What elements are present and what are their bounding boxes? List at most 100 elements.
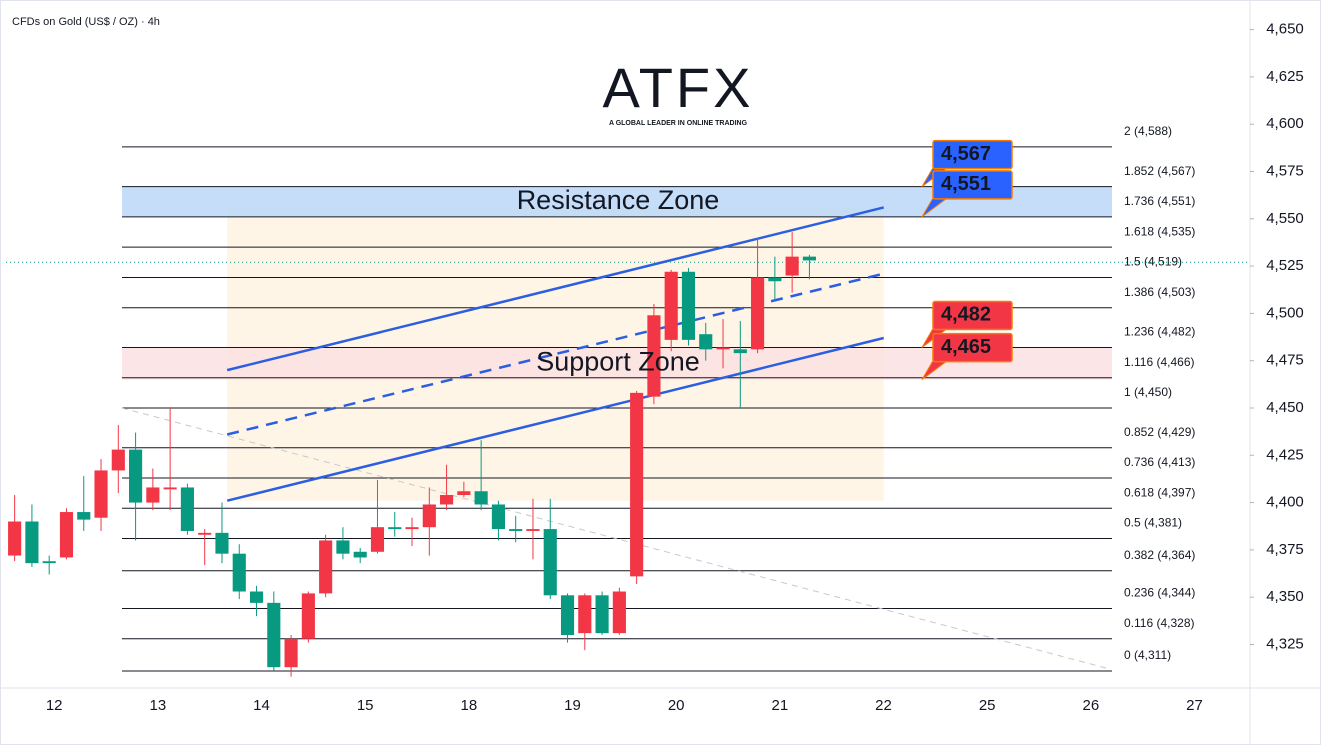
fib-label: 1.116 (4,466)	[1124, 355, 1195, 369]
x-tick-label: 21	[772, 697, 789, 714]
price-tag	[932, 332, 1013, 363]
candle-body	[163, 487, 177, 490]
candle-body	[267, 602, 281, 668]
fib-label: 1 (4,450)	[1124, 385, 1172, 399]
fib-label: 0.852 (4,429)	[1124, 425, 1195, 439]
candle-body	[647, 315, 661, 397]
candle-body	[422, 504, 436, 528]
y-tick-label: 4,500	[1266, 304, 1304, 321]
y-tick-label: 4,350	[1266, 588, 1304, 605]
candle-body	[111, 449, 125, 471]
candle-body	[94, 470, 108, 518]
fib-label: 0.236 (4,344)	[1124, 586, 1195, 600]
y-tick-label: 4,575	[1266, 162, 1304, 179]
fib-label: 1.236 (4,482)	[1124, 325, 1195, 339]
x-tick-label: 14	[253, 697, 270, 714]
fib-label: 0 (4,311)	[1124, 648, 1171, 662]
annotation-layer: 4,325 4,350 4,375 4,400 4,425 4,450 4,475 4,500…	[46, 21, 1304, 714]
candle-body	[802, 256, 816, 261]
candle-body	[664, 271, 678, 340]
price-tag	[932, 300, 1013, 331]
candle-body	[560, 595, 575, 636]
candle-body	[249, 591, 264, 603]
y-tick-label: 4,525	[1266, 257, 1304, 274]
price-tag	[932, 139, 1013, 170]
y-tick-label: 4,650	[1266, 21, 1304, 38]
fib-label: 0.618 (4,397)	[1124, 485, 1195, 499]
candle-body	[751, 277, 765, 350]
x-tick-label: 20	[668, 697, 685, 714]
candle-body	[785, 256, 799, 276]
y-tick-label: 4,475	[1266, 352, 1304, 369]
candle-body	[215, 532, 229, 554]
candle-body	[699, 334, 713, 350]
y-tick-label: 4,625	[1266, 68, 1304, 85]
x-tick-label: 18	[461, 697, 478, 714]
candle-body	[232, 553, 246, 592]
price-tag-label: 4,551	[941, 173, 991, 195]
fib-label: 1.736 (4,551)	[1124, 194, 1195, 208]
fib-label: 1.386 (4,503)	[1124, 285, 1195, 299]
logo: ATFX	[603, 56, 754, 119]
candle-body	[42, 561, 56, 564]
candle-body	[77, 512, 91, 520]
x-tick-label: 13	[150, 697, 167, 714]
candle-body	[284, 638, 298, 668]
price-tag	[932, 170, 1013, 200]
y-tick-label: 4,450	[1266, 399, 1304, 416]
candle-body	[612, 591, 626, 634]
y-tick-label: 4,600	[1266, 115, 1304, 132]
candle-body	[146, 487, 160, 503]
candle-body	[457, 491, 471, 496]
candle-body	[129, 449, 143, 503]
fib-label: 1.852 (4,567)	[1124, 164, 1195, 178]
fib-label: 0.382 (4,364)	[1124, 548, 1195, 562]
candle-body	[198, 532, 212, 535]
candle-layer	[8, 206, 885, 677]
y-tick-label: 4,375	[1266, 541, 1304, 558]
y-tick-label: 4,325	[1266, 635, 1304, 652]
candle-body	[543, 529, 557, 596]
candle-body	[319, 540, 333, 594]
candle-body	[440, 495, 454, 505]
y-tick-label: 4,550	[1266, 210, 1304, 227]
candle-body	[180, 487, 194, 531]
candle-body	[388, 527, 402, 530]
candle-body	[25, 521, 39, 564]
x-tick-label: 19	[564, 697, 581, 714]
candle-body	[716, 347, 730, 350]
candle-body	[336, 540, 350, 554]
channel-upper	[226, 206, 885, 372]
candle-body	[8, 521, 22, 556]
candle-body	[595, 595, 609, 634]
price-tag-label: 4,567	[941, 143, 991, 165]
fib-label: 0.116 (4,328)	[1124, 616, 1195, 630]
candle-body	[491, 504, 505, 530]
candle-body	[353, 551, 367, 558]
logo-tagline: A GLOBAL LEADER IN ONLINE TRADING	[609, 120, 748, 127]
trendline	[121, 407, 1111, 670]
price-tag-label: 4,465	[941, 336, 991, 358]
y-tick-label: 4,400	[1266, 494, 1304, 511]
fib-label: 0.736 (4,413)	[1124, 455, 1195, 469]
candle-body	[630, 392, 644, 577]
fib-label: 2 (4,588)	[1124, 124, 1172, 138]
candle-body	[733, 349, 747, 354]
background-layer	[122, 186, 1112, 501]
fib-label: 1.5 (4,519)	[1124, 255, 1182, 269]
candle-body	[405, 527, 419, 530]
price-tag-label: 4,482	[941, 304, 991, 326]
y-tick-label: 4,425	[1266, 446, 1304, 463]
candle-body	[301, 593, 315, 639]
x-tick-label: 12	[46, 697, 63, 714]
candle-body	[526, 529, 540, 531]
candle-body	[768, 277, 782, 282]
candle-body	[578, 595, 592, 634]
channel-lower	[226, 336, 885, 502]
candle-body	[474, 491, 488, 505]
channel-middle	[226, 272, 885, 436]
x-tick-label: 25	[979, 697, 996, 714]
x-tick-label: 15	[357, 697, 374, 714]
fib-label: 1.618 (4,535)	[1124, 224, 1195, 238]
